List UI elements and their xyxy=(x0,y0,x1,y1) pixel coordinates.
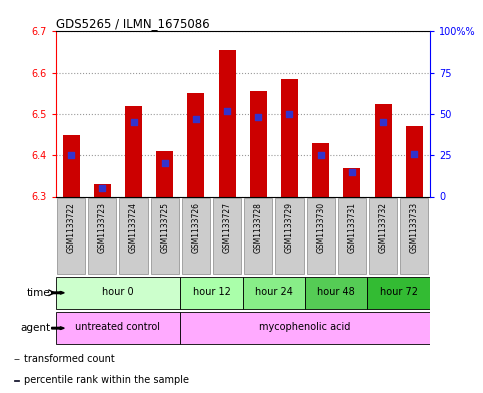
Point xyxy=(317,152,325,158)
FancyBboxPatch shape xyxy=(182,198,210,274)
Text: GSM1133732: GSM1133732 xyxy=(379,202,387,253)
Text: agent: agent xyxy=(21,323,51,333)
Text: untreated control: untreated control xyxy=(75,322,160,332)
FancyBboxPatch shape xyxy=(368,277,430,309)
FancyBboxPatch shape xyxy=(275,198,303,274)
Text: GSM1133730: GSM1133730 xyxy=(316,202,325,253)
Text: hour 12: hour 12 xyxy=(193,287,230,297)
Text: GSM1133726: GSM1133726 xyxy=(191,202,200,253)
Bar xyxy=(218,50,236,196)
Point xyxy=(255,114,262,120)
Point xyxy=(67,152,75,158)
Point xyxy=(192,116,200,122)
FancyBboxPatch shape xyxy=(56,277,180,309)
Bar xyxy=(374,104,392,196)
Bar xyxy=(14,380,19,381)
Text: GSM1133723: GSM1133723 xyxy=(98,202,107,253)
FancyBboxPatch shape xyxy=(151,198,179,274)
Text: GSM1133731: GSM1133731 xyxy=(347,202,356,253)
Bar xyxy=(343,167,360,196)
Point xyxy=(129,119,137,125)
Bar xyxy=(156,151,173,196)
Text: hour 24: hour 24 xyxy=(255,287,293,297)
FancyBboxPatch shape xyxy=(88,198,116,274)
FancyBboxPatch shape xyxy=(305,277,368,309)
Text: hour 72: hour 72 xyxy=(380,287,418,297)
FancyBboxPatch shape xyxy=(57,198,85,274)
FancyBboxPatch shape xyxy=(56,312,180,344)
Text: GSM1133727: GSM1133727 xyxy=(223,202,232,253)
FancyBboxPatch shape xyxy=(338,198,366,274)
FancyBboxPatch shape xyxy=(244,198,272,274)
FancyBboxPatch shape xyxy=(180,277,242,309)
Point xyxy=(223,108,231,114)
Text: transformed count: transformed count xyxy=(24,354,114,364)
Bar xyxy=(63,134,80,196)
FancyBboxPatch shape xyxy=(180,312,430,344)
Text: GDS5265 / ILMN_1675086: GDS5265 / ILMN_1675086 xyxy=(56,17,209,30)
FancyBboxPatch shape xyxy=(369,198,397,274)
FancyBboxPatch shape xyxy=(242,277,305,309)
Bar xyxy=(250,91,267,196)
Text: GSM1133722: GSM1133722 xyxy=(67,202,76,253)
Text: hour 0: hour 0 xyxy=(102,287,134,297)
Text: GSM1133728: GSM1133728 xyxy=(254,202,263,253)
Point xyxy=(411,151,418,157)
Point xyxy=(161,160,169,167)
Bar xyxy=(406,127,423,196)
Bar xyxy=(281,79,298,196)
Text: time: time xyxy=(27,288,51,298)
Text: mycophenolic acid: mycophenolic acid xyxy=(259,322,351,332)
Point xyxy=(99,185,106,191)
FancyBboxPatch shape xyxy=(307,198,335,274)
Text: hour 48: hour 48 xyxy=(317,287,355,297)
Bar xyxy=(14,359,19,360)
Point xyxy=(379,119,387,125)
Text: GSM1133725: GSM1133725 xyxy=(160,202,169,253)
Text: percentile rank within the sample: percentile rank within the sample xyxy=(24,375,189,385)
Bar xyxy=(312,143,329,196)
Point xyxy=(348,169,356,175)
Text: GSM1133724: GSM1133724 xyxy=(129,202,138,253)
Point xyxy=(285,111,293,117)
FancyBboxPatch shape xyxy=(213,198,241,274)
FancyBboxPatch shape xyxy=(400,198,428,274)
FancyBboxPatch shape xyxy=(119,198,148,274)
Text: GSM1133729: GSM1133729 xyxy=(285,202,294,253)
Bar xyxy=(125,106,142,196)
Text: GSM1133733: GSM1133733 xyxy=(410,202,419,253)
Bar xyxy=(94,184,111,196)
Bar xyxy=(187,94,204,196)
